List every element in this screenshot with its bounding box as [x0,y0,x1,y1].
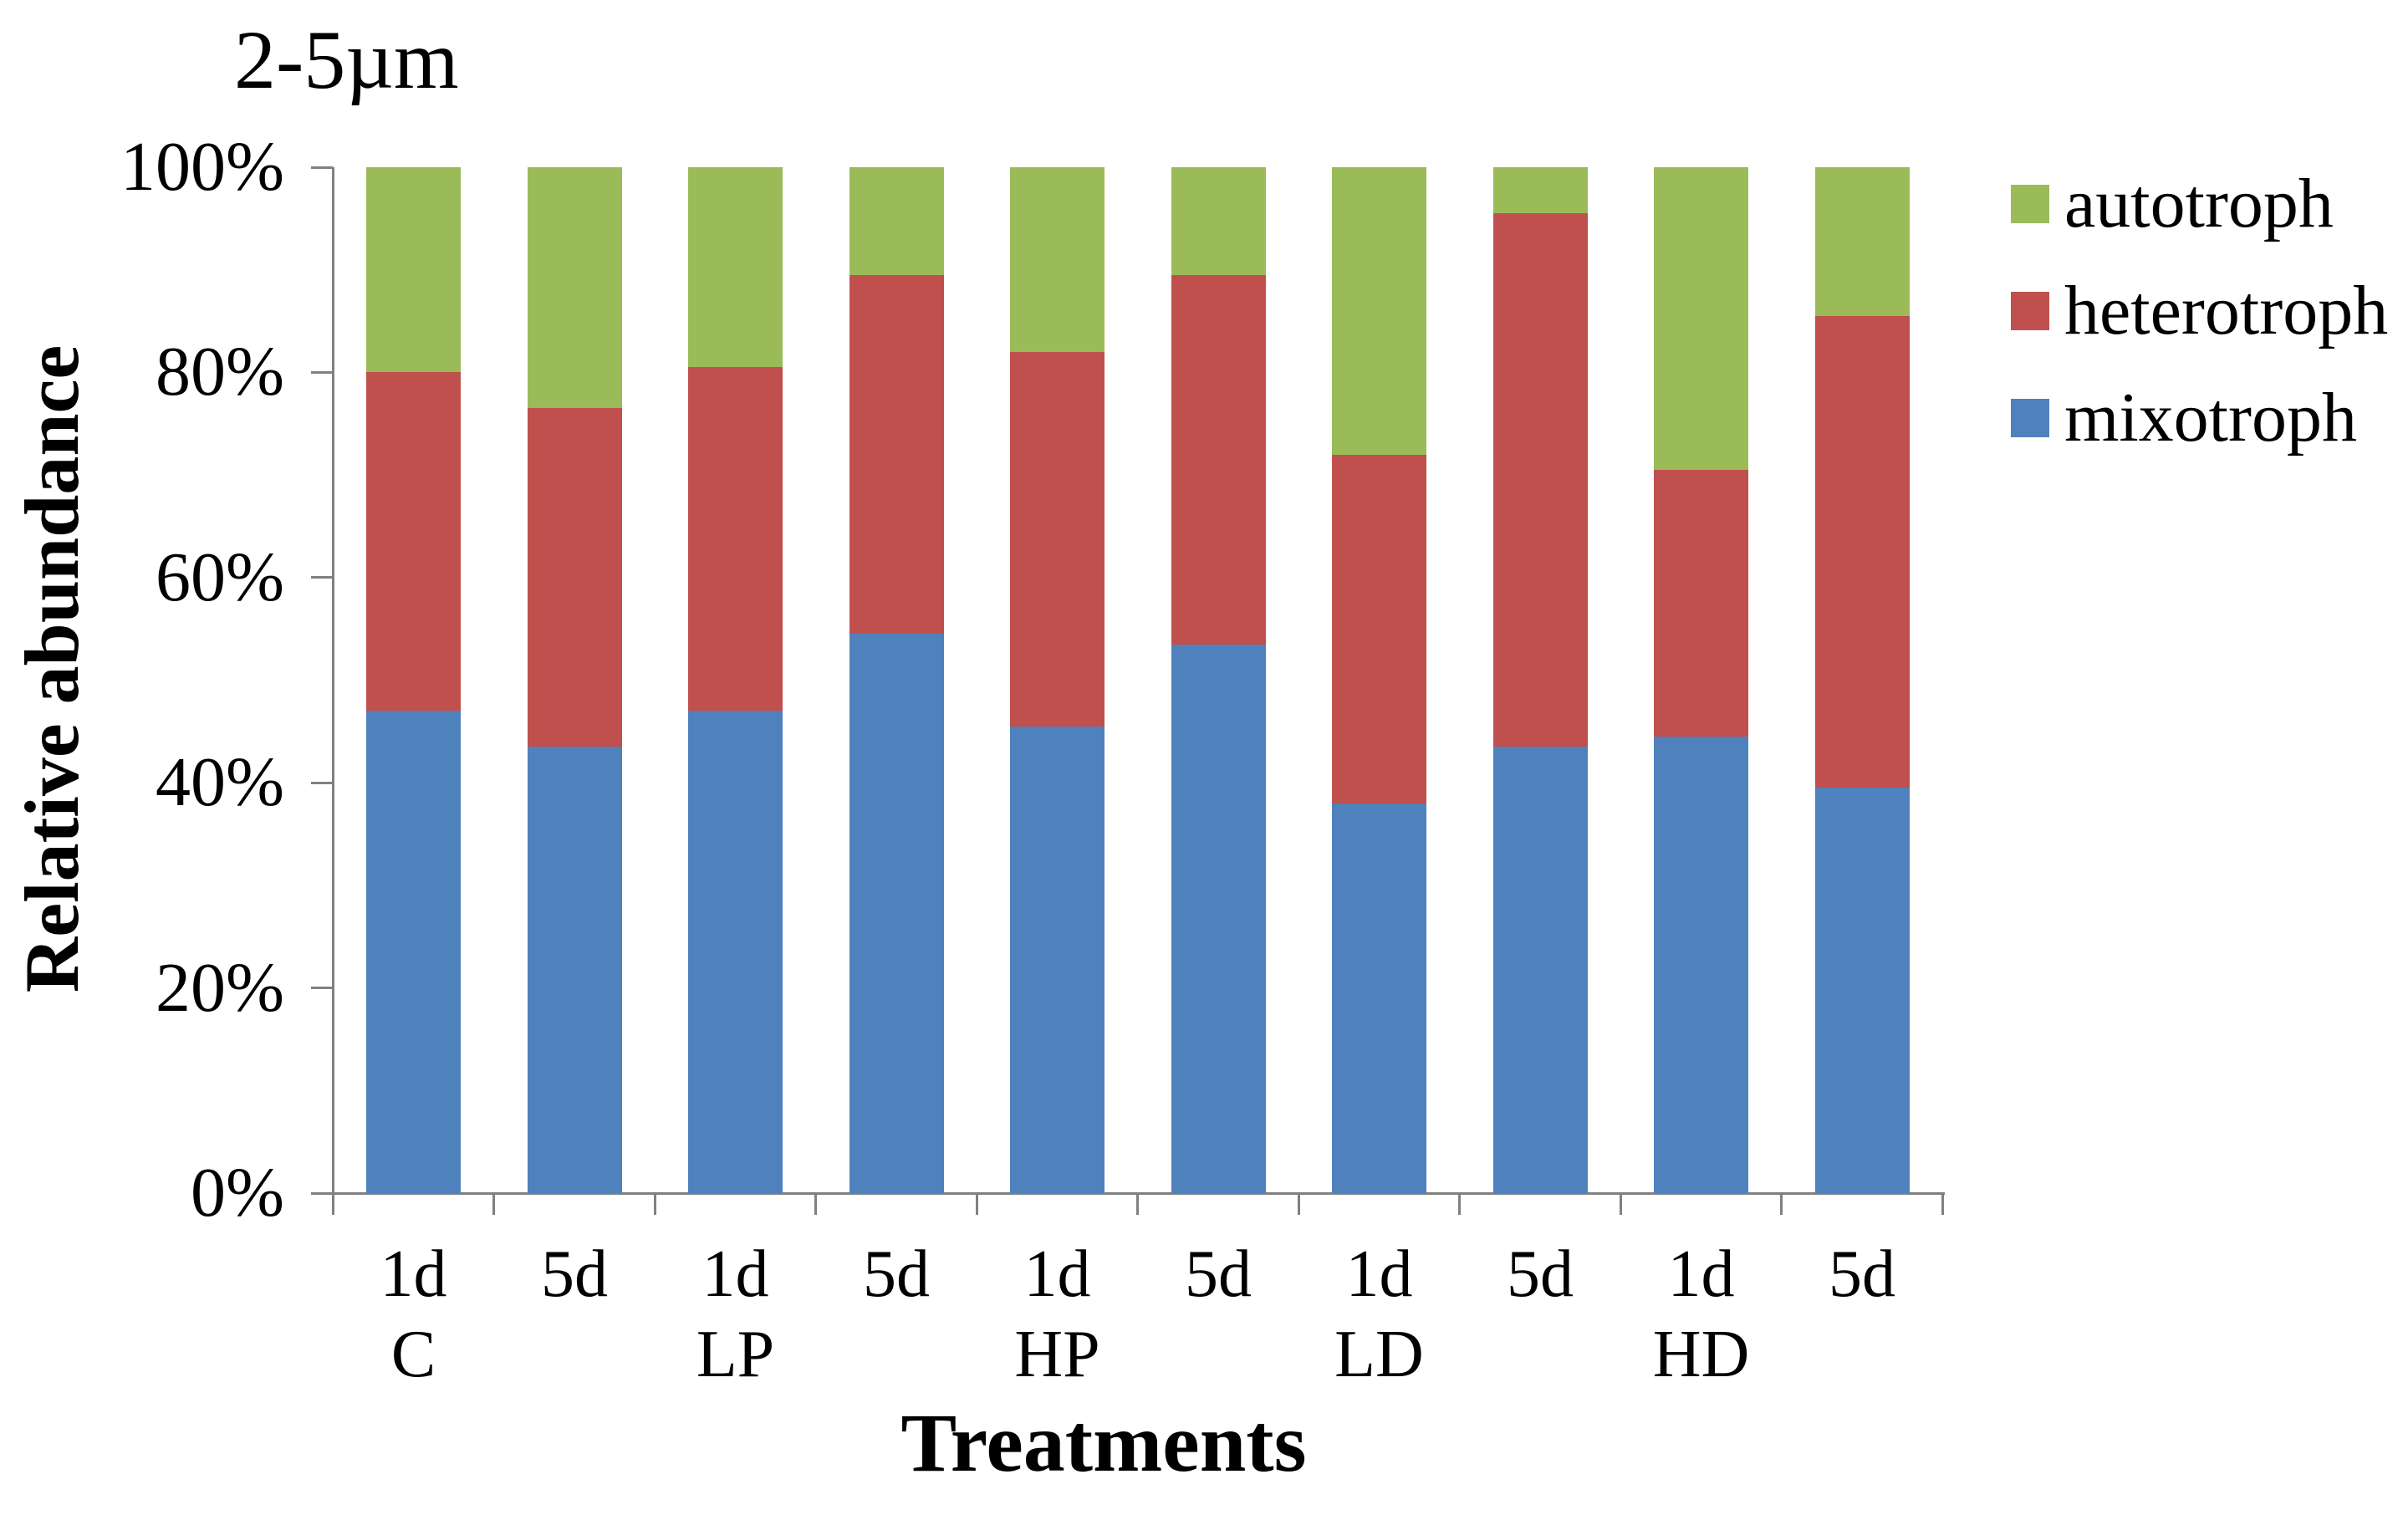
bar-segment-autotroph-5d-5d [849,167,944,275]
x-label-day-5: 5d [1185,1237,1252,1311]
x-label-day-3: 5d [863,1237,930,1311]
legend-label-heterotroph: heterotroph [2064,272,2389,349]
bar-segment-heterotroph-5d-5d [1171,274,1266,645]
x-tick-6 [1297,1193,1300,1215]
x-label-group-HP: HP [1014,1318,1100,1391]
y-tick-40 [311,781,333,784]
bar-segment-autotroph-LP-1d [688,167,783,368]
y-tick-label-80: 80% [156,333,284,411]
y-tick-label-0: 0% [191,1154,284,1232]
bar-segment-autotroph-LD-1d [1332,167,1426,455]
x-axis-title: Treatments [900,1396,1307,1489]
x-label-day-6: 1d [1345,1237,1413,1311]
x-tick-0 [331,1193,334,1215]
bar-segment-autotroph-5d-5d [1814,167,1910,316]
x-label-group-HD: HD [1652,1318,1750,1391]
x-label-group-LP: LP [696,1318,775,1391]
x-tick-7 [1458,1193,1461,1215]
bar-segment-heterotroph-5d-5d [849,274,944,635]
bar-segment-mixotroph-5d-5d [527,747,622,1193]
bar-segment-mixotroph-LD-1d [1332,803,1426,1193]
legend-label-mixotroph: mixotroph [2064,379,2357,457]
y-tick-80 [311,370,333,374]
y-tick-label-20: 20% [156,948,284,1027]
x-label-day-8: 1d [1667,1237,1735,1311]
x-label-day-7: 5d [1507,1237,1574,1311]
bar-segment-mixotroph-LP-1d [688,711,783,1193]
x-tick-8 [1619,1193,1622,1215]
bar-segment-heterotroph-5d-5d [1492,213,1588,747]
y-tick-20 [311,987,333,990]
y-tick-label-40: 40% [156,743,284,822]
bar-segment-mixotroph-C-1d [366,711,461,1193]
x-tick-2 [653,1193,656,1215]
legend-swatch-heterotroph [2011,292,2049,330]
x-label-group-C: C [390,1318,436,1391]
legend-swatch-autotroph [2011,185,2049,223]
legend-label-autotroph: autotroph [2064,165,2334,242]
x-label-day-1: 5d [541,1237,608,1311]
x-label-day-0: 1d [380,1237,447,1311]
bar-segment-autotroph-5d-5d [1171,167,1266,275]
x-label-group-LD: LD [1334,1318,1424,1391]
bar-segment-mixotroph-5d-5d [1492,747,1588,1193]
bar-segment-mixotroph-5d-5d [849,634,944,1193]
x-tick-5 [1136,1193,1139,1215]
bar-segment-heterotroph-HD-1d [1654,469,1748,737]
y-tick-label-100: 100% [120,128,284,206]
bar-segment-mixotroph-5d-5d [1171,644,1266,1193]
bar-segment-autotroph-5d-5d [527,167,622,409]
bar-segment-mixotroph-5d-5d [1814,788,1910,1193]
legend-swatch-mixotroph [2011,399,2049,437]
x-tick-4 [975,1193,978,1215]
x-tick-10 [1941,1193,1944,1215]
y-tick-60 [311,576,333,579]
y-axis-title: Relative abundance [9,344,94,993]
bar-segment-autotroph-C-1d [366,167,461,373]
y-tick-label-60: 60% [156,538,284,616]
y-axis-line [332,167,334,1194]
x-label-day-2: 1d [701,1237,769,1311]
x-label-day-4: 1d [1023,1237,1091,1311]
legend-item-autotroph: autotroph [2011,166,2334,242]
x-tick-3 [814,1193,817,1215]
x-tick-1 [492,1193,495,1215]
bar-segment-heterotroph-5d-5d [527,408,622,747]
bar-segment-heterotroph-C-1d [366,372,461,712]
bar-segment-autotroph-5d-5d [1492,167,1588,214]
legend-item-mixotroph: mixotroph [2011,380,2357,457]
x-label-day-9: 5d [1829,1237,1895,1311]
bar-segment-autotroph-HP-1d [1010,167,1105,352]
bar-segment-heterotroph-HP-1d [1010,351,1105,727]
y-tick-100 [311,166,333,169]
bar-segment-mixotroph-HD-1d [1654,736,1748,1193]
legend-item-heterotroph: heterotroph [2011,273,2388,349]
chart-title: 2-5µm [234,13,459,106]
bar-segment-heterotroph-LD-1d [1332,454,1426,803]
bar-segment-heterotroph-5d-5d [1814,315,1910,788]
bar-segment-autotroph-HD-1d [1654,167,1748,470]
y-tick-0 [311,1191,333,1195]
bar-segment-heterotroph-LP-1d [688,367,783,712]
bar-segment-mixotroph-HP-1d [1010,726,1105,1193]
x-tick-9 [1780,1193,1783,1215]
